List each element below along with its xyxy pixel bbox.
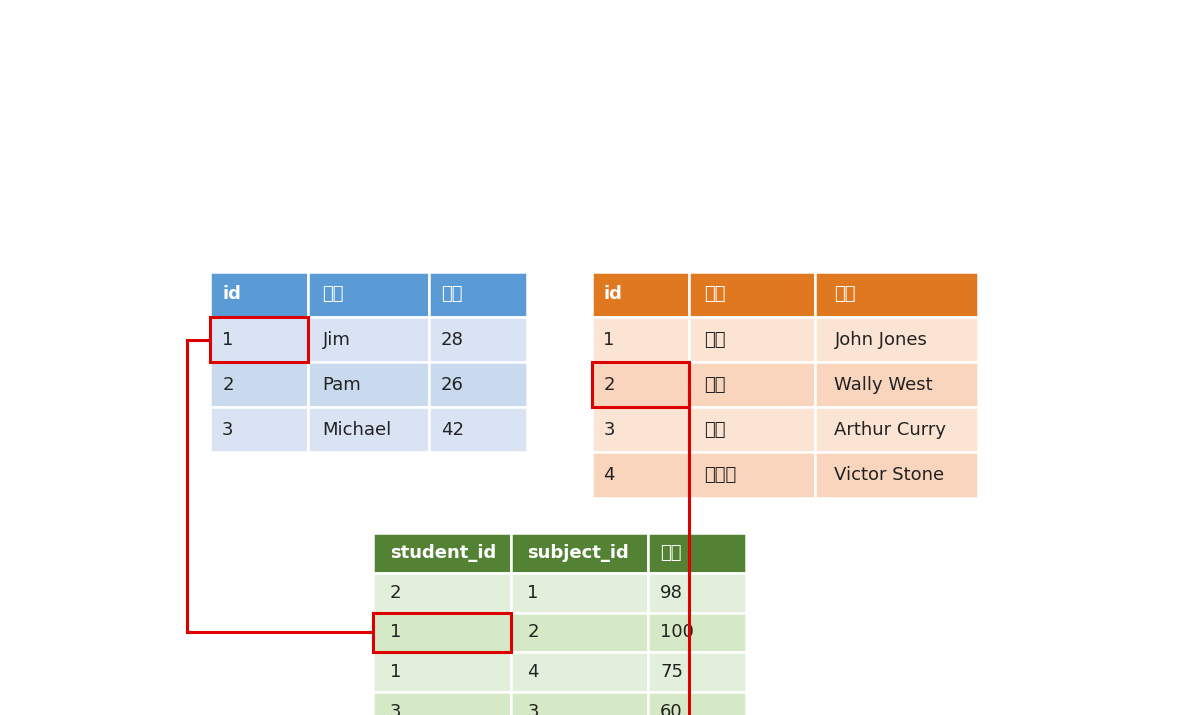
Bar [210,363,308,408]
Text: 年龄: 年龄 [440,285,462,303]
Bar [592,453,689,498]
Bar [689,317,815,363]
Bar [210,317,308,363]
Text: 语言: 语言 [704,330,726,349]
Bar [592,363,689,408]
Text: id: id [222,285,241,303]
Text: Michael: Michael [323,421,392,439]
Bar [308,317,430,363]
Text: 75: 75 [660,663,683,681]
Bar [308,408,430,453]
Bar [430,272,527,317]
Bar [511,692,648,715]
Text: 1: 1 [390,663,401,681]
Text: subject_id: subject_id [527,544,629,562]
Text: Pam: Pam [323,376,361,394]
Text: 田径: 田径 [704,376,726,394]
Bar [210,272,308,317]
Text: 26: 26 [440,376,463,394]
Bar [373,573,511,613]
Text: student_id: student_id [390,544,496,562]
Text: 2: 2 [222,376,234,394]
Text: 98: 98 [660,584,683,602]
Bar [210,317,308,363]
Bar [373,613,511,652]
Bar [648,573,746,613]
Bar [815,363,978,408]
Bar [308,272,430,317]
Text: 1: 1 [527,584,539,602]
Text: 100: 100 [660,623,694,641]
Text: 4: 4 [527,663,539,681]
Text: 4: 4 [604,466,614,484]
Text: Wally West: Wally West [834,376,934,394]
Bar [648,652,746,692]
Text: 60: 60 [660,703,683,715]
Bar [689,453,815,498]
Text: 42: 42 [440,421,463,439]
Text: 2: 2 [604,376,614,394]
Bar [373,692,511,715]
Text: 28: 28 [440,330,463,349]
Text: id: id [604,285,623,303]
Text: Victor Stone: Victor Stone [834,466,944,484]
Bar [592,272,689,317]
Text: 学科: 学科 [704,285,726,303]
Bar [430,363,527,408]
Text: 3: 3 [604,421,614,439]
Text: Jim: Jim [323,330,350,349]
Bar [210,408,308,453]
Bar [373,533,511,573]
Bar [511,573,648,613]
Bar [373,613,511,652]
Text: 1: 1 [390,623,401,641]
Bar [511,533,648,573]
Text: 3: 3 [527,703,539,715]
Bar [689,408,815,453]
Text: 2: 2 [390,584,401,602]
Bar [430,408,527,453]
Bar [689,363,815,408]
Text: 2: 2 [527,623,539,641]
Bar [648,692,746,715]
Text: 计算机: 计算机 [704,466,737,484]
Bar [648,613,746,652]
Bar [592,408,689,453]
Bar [373,652,511,692]
Text: 1: 1 [222,330,234,349]
Text: 教师: 教师 [834,285,856,303]
Text: 3: 3 [222,421,234,439]
Bar [592,317,689,363]
Bar [592,363,689,408]
Text: 成绩: 成绩 [660,544,682,562]
Bar [815,453,978,498]
Text: John Jones: John Jones [834,330,928,349]
Bar [511,613,648,652]
Bar [511,652,648,692]
Bar [815,408,978,453]
Bar [689,272,815,317]
Bar [648,533,746,573]
Bar [308,363,430,408]
Bar [815,272,978,317]
Bar [815,317,978,363]
Bar [430,317,527,363]
Text: 3: 3 [390,703,401,715]
Text: 1: 1 [604,330,614,349]
Text: Arthur Curry: Arthur Curry [834,421,947,439]
Text: 游泳: 游泳 [704,421,726,439]
Text: 姓名: 姓名 [323,285,344,303]
